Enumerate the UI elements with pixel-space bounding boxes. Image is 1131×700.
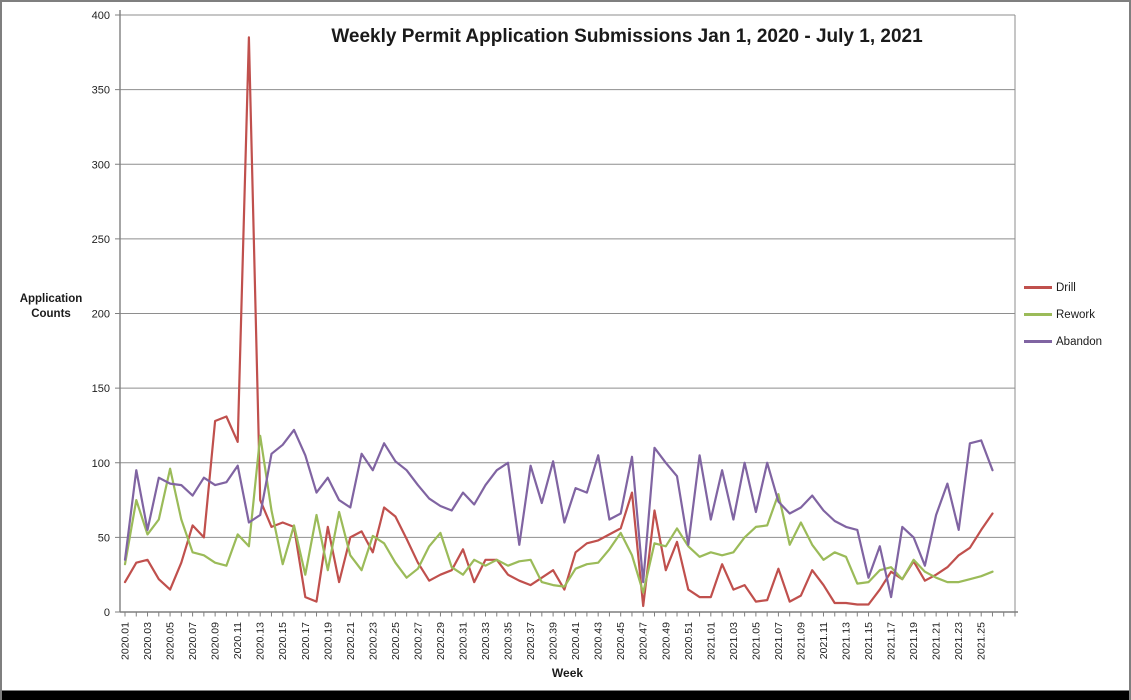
svg-text:2021.23: 2021.23	[953, 622, 965, 660]
series-line-rework	[123, 434, 994, 594]
svg-text:2021.21: 2021.21	[931, 622, 943, 660]
legend-item-drill: Drill	[1024, 274, 1129, 301]
svg-text:2021.25: 2021.25	[976, 622, 988, 660]
svg-text:2020.23: 2020.23	[367, 622, 379, 660]
svg-text:2021.13: 2021.13	[841, 622, 853, 660]
svg-text:2021.07: 2021.07	[773, 622, 785, 660]
bottom-black-bar	[2, 691, 1129, 700]
svg-text:250: 250	[92, 234, 110, 246]
legend-label-drill: Drill	[1056, 281, 1076, 294]
svg-text:350: 350	[92, 85, 110, 97]
svg-text:2021.09: 2021.09	[795, 622, 807, 660]
svg-text:2020.39: 2020.39	[548, 622, 560, 660]
svg-text:2020.15: 2020.15	[277, 622, 289, 660]
svg-text:2020.09: 2020.09	[210, 622, 222, 660]
svg-text:2020.31: 2020.31	[457, 622, 469, 660]
svg-text:50: 50	[98, 532, 110, 544]
svg-text:2020.35: 2020.35	[503, 622, 515, 660]
svg-text:2021.01: 2021.01	[705, 622, 717, 660]
series-line-drill	[123, 36, 994, 608]
legend-swatch-abandon	[1024, 340, 1052, 343]
svg-text:2020.25: 2020.25	[390, 622, 402, 660]
legend-label-abandon: Abandon	[1056, 335, 1103, 348]
svg-text:200: 200	[92, 309, 110, 321]
svg-text:2020.47: 2020.47	[638, 622, 650, 660]
svg-text:100: 100	[92, 458, 110, 470]
y-axis-title: Application Counts	[19, 293, 83, 320]
svg-text:2020.05: 2020.05	[165, 622, 177, 660]
gridlines	[120, 14, 1016, 612]
svg-text:2020.49: 2020.49	[660, 622, 672, 660]
svg-text:2020.03: 2020.03	[142, 622, 154, 660]
svg-text:150: 150	[92, 383, 110, 395]
svg-text:2020.01: 2020.01	[120, 622, 132, 660]
svg-text:2020.41: 2020.41	[570, 622, 582, 660]
x-tick-labels: 2020.01 2020.03 2020.05 2020.07 2020.09 2020.…	[120, 622, 988, 660]
svg-text:2020.11: 2020.11	[232, 622, 244, 659]
svg-text:2021.03: 2021.03	[728, 622, 740, 660]
svg-text:2020.37: 2020.37	[525, 622, 537, 660]
x-axis-title: Week	[551, 666, 584, 680]
bottom-divider	[2, 690, 1129, 691]
y-tick-labels: 0 50 100 150 200 250 300 350 400	[92, 10, 110, 619]
svg-text:0: 0	[104, 607, 110, 619]
svg-text:2020.51: 2020.51	[683, 622, 695, 660]
svg-text:400: 400	[92, 10, 110, 22]
chart-title: Weekly Permit Application Submissions Ja…	[331, 26, 923, 47]
legend: Drill Rework Abandon	[1024, 274, 1129, 355]
legend-swatch-rework	[1024, 313, 1052, 316]
svg-text:2020.27: 2020.27	[412, 622, 424, 660]
svg-text:2020.19: 2020.19	[322, 622, 334, 660]
svg-text:300: 300	[92, 159, 110, 171]
svg-text:2020.21: 2020.21	[345, 622, 357, 660]
svg-text:2020.13: 2020.13	[255, 622, 267, 660]
svg-text:2021.17: 2021.17	[886, 622, 898, 660]
svg-text:2020.17: 2020.17	[300, 622, 312, 660]
svg-text:2021.11: 2021.11	[818, 622, 830, 659]
svg-text:2021.15: 2021.15	[863, 622, 875, 660]
series-line-abandon	[123, 428, 994, 599]
legend-label-rework: Rework	[1056, 308, 1095, 321]
svg-text:2021.05: 2021.05	[750, 622, 762, 660]
svg-text:2020.29: 2020.29	[435, 622, 447, 660]
svg-text:2020.45: 2020.45	[615, 622, 627, 660]
legend-item-rework: Rework	[1024, 301, 1129, 328]
svg-text:2020.07: 2020.07	[187, 622, 199, 660]
svg-text:2020.33: 2020.33	[480, 622, 492, 660]
axes	[115, 10, 1018, 617]
legend-swatch-drill	[1024, 286, 1052, 289]
legend-item-abandon: Abandon	[1024, 328, 1129, 355]
svg-text:2020.43: 2020.43	[593, 622, 605, 660]
svg-text:2021.19: 2021.19	[908, 622, 920, 660]
